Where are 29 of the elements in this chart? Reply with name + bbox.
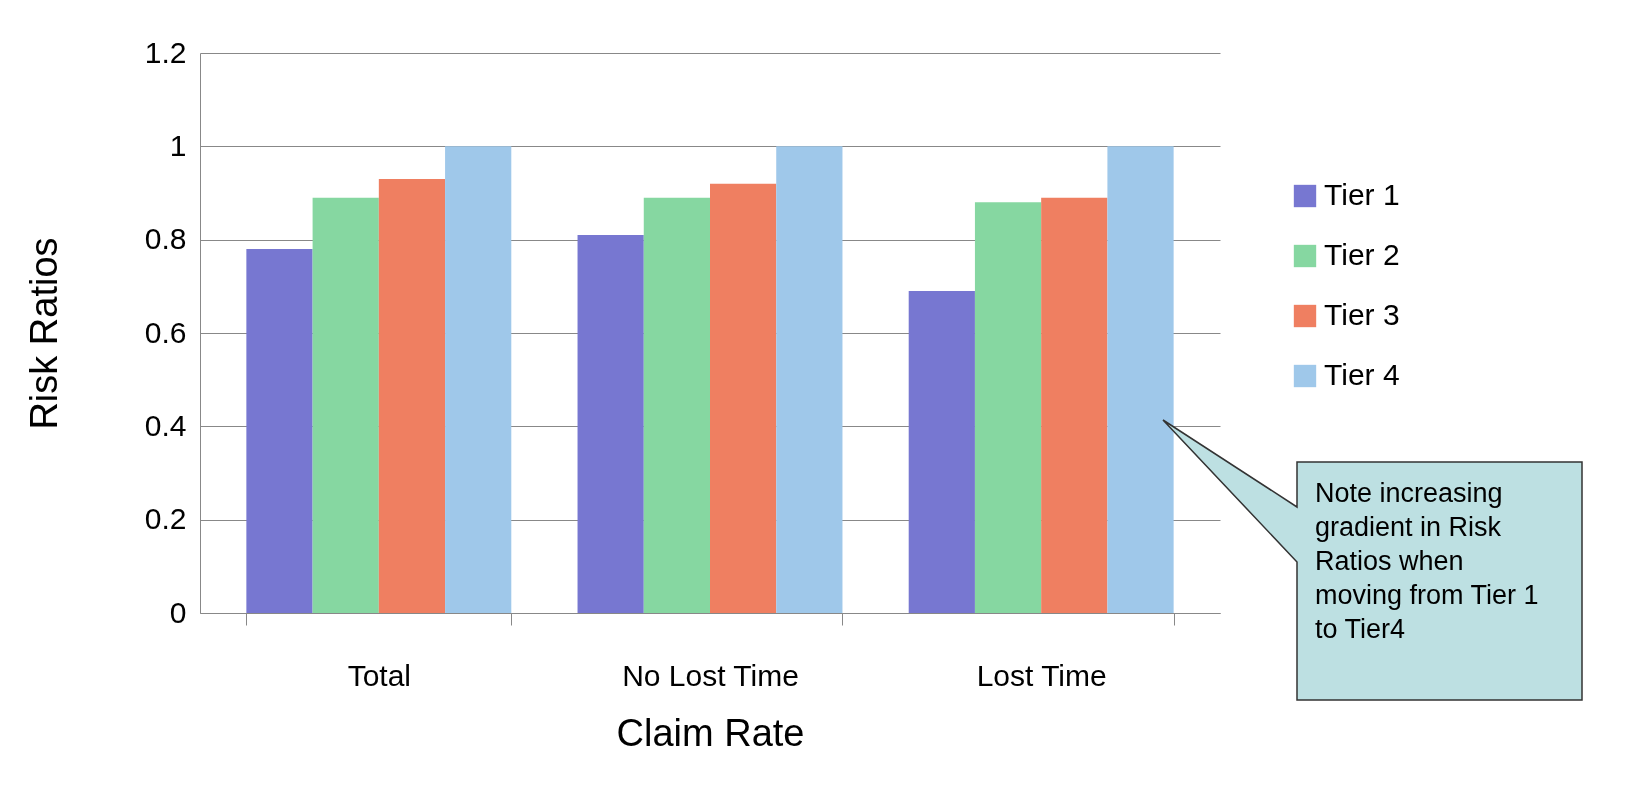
y-tick-label: 0 bbox=[169, 595, 187, 629]
y-tick-label: 0.4 bbox=[144, 408, 187, 442]
bar bbox=[710, 183, 777, 613]
bar bbox=[908, 291, 975, 613]
x-axis-title: Claim Rate bbox=[616, 711, 805, 754]
bar bbox=[312, 197, 379, 613]
bar bbox=[577, 235, 644, 613]
y-tick-label: 0.2 bbox=[144, 502, 187, 536]
bar bbox=[776, 146, 843, 613]
bar bbox=[378, 179, 446, 613]
y-tick-label: 0.6 bbox=[144, 315, 187, 349]
y-tick-label: 1 bbox=[169, 128, 187, 162]
legend-label: Tier 2 bbox=[1324, 238, 1400, 271]
y-axis-title: Risk Ratios bbox=[22, 237, 65, 430]
y-tick-label: 1.2 bbox=[144, 35, 187, 69]
bar bbox=[445, 146, 512, 613]
x-tick-label: Lost Time bbox=[976, 658, 1107, 692]
bar bbox=[1041, 197, 1108, 613]
y-tick-label: 0.8 bbox=[144, 222, 187, 256]
x-tick-label: No Lost Time bbox=[622, 658, 799, 692]
bar bbox=[974, 202, 1042, 613]
bar bbox=[246, 249, 313, 613]
bar bbox=[1107, 146, 1174, 613]
text: Note increasing gradient in Risk Ratios when moving from Tier 1 to Tier4 bbox=[1315, 477, 1540, 646]
bar bbox=[643, 197, 710, 613]
legend-label: Tier 3 bbox=[1324, 298, 1400, 331]
legend-label: Tier 4 bbox=[1324, 358, 1400, 391]
x-tick-label: Total bbox=[347, 658, 412, 692]
legend-label: Tier 1 bbox=[1324, 178, 1400, 211]
